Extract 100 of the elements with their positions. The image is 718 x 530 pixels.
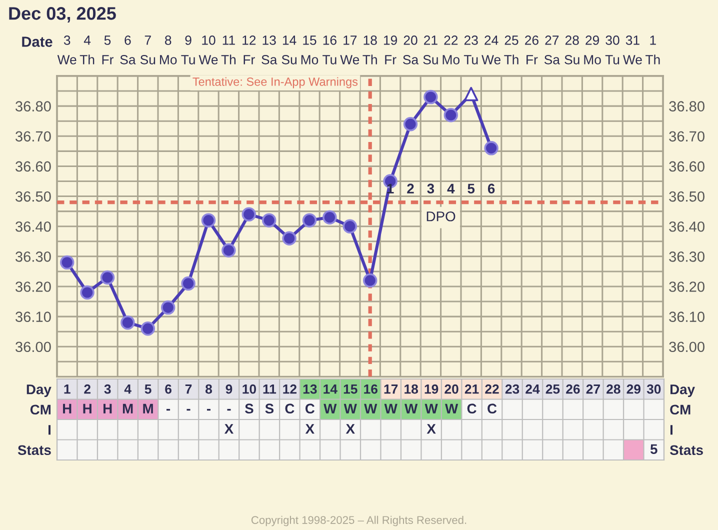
y2-tick-label: CM — [670, 404, 690, 415]
text: - — [166, 408, 170, 411]
x-tick-label: 21 Su — [423, 36, 438, 64]
text: S — [265, 404, 274, 414]
x-tick-label: 5 Fr — [102, 36, 114, 64]
point — [282, 231, 296, 246]
y-tick-label: 36.00 — [16, 342, 51, 352]
x-tick-label: 22 — [485, 384, 499, 394]
point — [80, 285, 94, 300]
x-tick-label: 30 — [646, 384, 661, 394]
x-tick-label: 16 Tu — [322, 36, 336, 64]
x-tick-label: 23 Tu — [464, 36, 478, 64]
x-tick-label: 6 Sa — [120, 36, 136, 64]
x-tick-label: 9 Tu — [181, 36, 195, 64]
x-tick-label: 15 — [344, 384, 358, 394]
y2-tick-label: 36.00 — [669, 342, 704, 352]
x-tick-label: 31 We — [622, 36, 642, 64]
point — [60, 255, 74, 270]
y-tick-label: CM — [30, 404, 51, 415]
x-tick-label: 8 — [206, 384, 212, 394]
text: C — [305, 404, 315, 414]
point — [464, 86, 478, 102]
x-tick-label: 28 Su — [564, 36, 580, 64]
text: W — [364, 404, 378, 414]
x-tick-label: 1 Th — [646, 36, 660, 64]
point — [222, 243, 236, 258]
text: M — [122, 404, 133, 414]
x-tick-label: 23 — [505, 384, 520, 394]
x-tick-label: 25 Th — [504, 36, 518, 64]
text: Copyright 1998-2025 – All Rights Reserved. — [251, 516, 466, 526]
x-axis-title: Date — [22, 36, 52, 47]
y2-tick-label: 36.70 — [669, 131, 704, 142]
y-tick-label: I — [48, 425, 51, 435]
text: - — [186, 408, 190, 411]
text: - — [227, 408, 231, 411]
x-tick-label: 19 — [424, 384, 438, 394]
point — [201, 213, 216, 228]
text: W — [424, 404, 438, 414]
category-label: 5 — [650, 444, 658, 454]
text: S — [244, 404, 254, 414]
y-tick-label: 36.50 — [16, 191, 51, 202]
annotation: DPO — [426, 211, 456, 222]
point — [403, 116, 418, 132]
text: - — [206, 408, 211, 411]
x-tick-label: 29 Mo — [584, 36, 601, 64]
y-tick-label: 36.20 — [16, 282, 51, 292]
text: X — [224, 424, 234, 434]
y2-tick-label: Stats — [670, 445, 703, 456]
x-tick-label: 20 — [444, 384, 458, 394]
x-tick-label: 11 Th — [221, 36, 236, 64]
x-tick-label: 7 — [185, 384, 192, 394]
ref-line-label: Tentative: See In-App Warnings — [192, 77, 358, 88]
x-tick-label: 1 — [64, 384, 70, 394]
x-tick-label: 15 Mo — [301, 36, 318, 64]
x-tick-label: 5 — [144, 384, 152, 394]
text: W — [344, 404, 357, 414]
x-tick-label: 19 Fr — [384, 36, 398, 64]
y2-tick-label: Day — [670, 384, 695, 398]
x-tick-label: 14 — [324, 384, 338, 394]
x-tick-label: 6 — [165, 384, 172, 394]
y-tick-label: 36.80 — [16, 101, 51, 112]
x-tick-label: 13 Sa — [262, 36, 278, 64]
point — [262, 213, 276, 228]
point — [160, 300, 176, 315]
x-tick-label: 7 Su — [140, 36, 156, 64]
point — [322, 210, 337, 224]
x-tick-label: 28 — [606, 384, 620, 394]
x-tick-label: 26 Fr — [525, 36, 538, 64]
text: C — [467, 404, 476, 414]
annotation: 6 — [488, 184, 495, 194]
x-tick-label: 30 Tu — [605, 36, 620, 64]
point — [181, 276, 196, 291]
point — [100, 270, 115, 285]
x-tick-label: 3 We — [57, 36, 76, 64]
y-tick-label: 36.70 — [16, 131, 51, 142]
y2-tick-label: 36.10 — [669, 312, 704, 322]
x-tick-label: 26 — [566, 384, 580, 394]
text: M — [143, 404, 153, 414]
x-tick-label: 14 Su — [282, 36, 296, 64]
text: H — [83, 404, 92, 414]
x-tick-label: 27 — [586, 384, 600, 394]
y2-tick-label: 36.40 — [669, 221, 704, 232]
x-tick-label: 18 — [404, 384, 418, 394]
x-tick-label: 24 — [526, 384, 540, 394]
point — [362, 273, 378, 288]
text: H — [63, 404, 72, 414]
y-tick-label: 36.60 — [16, 161, 51, 172]
y2-tick-label: 36.30 — [669, 252, 704, 262]
annotation: 1 — [387, 184, 394, 194]
x-tick-label: 16 — [364, 384, 378, 394]
text: H — [103, 404, 112, 414]
text: C — [488, 404, 497, 414]
point — [302, 213, 317, 228]
x-tick-label: 17 We — [340, 36, 360, 64]
x-tick-label: 13 — [303, 384, 317, 394]
x-tick-label: 11 — [263, 384, 276, 394]
x-tick-label: 21 — [464, 384, 479, 394]
y-tick-label: 36.40 — [16, 221, 51, 232]
point — [140, 321, 156, 336]
point — [342, 219, 358, 234]
